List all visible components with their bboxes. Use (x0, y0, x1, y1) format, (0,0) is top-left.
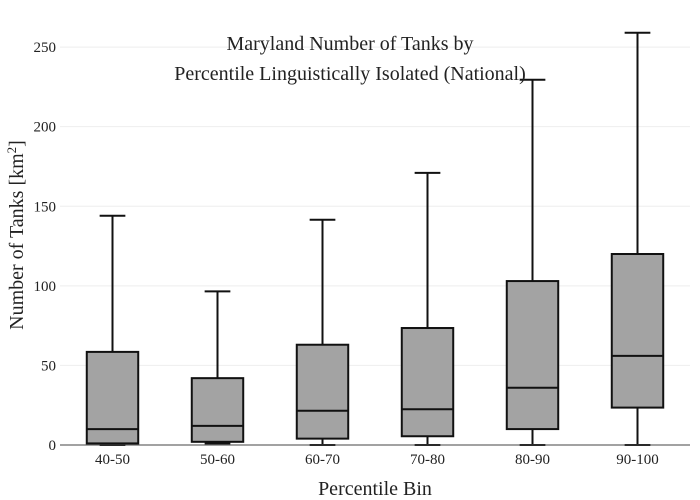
box-70-80 (400, 171, 455, 446)
iqr-box (610, 253, 665, 409)
x-tick-label: 60-70 (305, 452, 340, 468)
box-50-60 (190, 290, 245, 445)
iqr-box (295, 343, 350, 440)
iqr-box (505, 280, 560, 431)
y-tick-label: 50 (41, 358, 56, 374)
iqr-box (190, 377, 245, 443)
y-axis-ticks: 0 50 100 150 200 250 (34, 40, 57, 454)
y-tick-label: 200 (34, 120, 57, 136)
box-40-50 (85, 214, 140, 446)
x-tick-label: 40-50 (95, 452, 130, 468)
y-axis-title-superscript: 2 (4, 147, 19, 154)
box-80-90 (505, 78, 560, 446)
y-axis-title-main: Number of Tanks [km (6, 153, 28, 330)
y-axis-title-end: ] (6, 140, 28, 147)
gridlines (60, 46, 690, 366)
box-90-100 (610, 31, 665, 446)
iqr-box (400, 327, 455, 438)
x-tick-label: 90-100 (616, 452, 659, 468)
y-tick-label: 250 (34, 40, 57, 56)
x-axis-title: Percentile Bin (318, 478, 432, 500)
y-tick-label: 100 (34, 279, 57, 295)
box-60-70 (295, 218, 350, 446)
x-tick-label: 70-80 (410, 452, 445, 468)
y-axis-title: Number of Tanks [km2] (4, 140, 28, 330)
box-series (85, 31, 665, 446)
x-tick-label: 50-60 (200, 452, 235, 468)
x-tick-label: 80-90 (515, 452, 550, 468)
x-axis-ticks: 40-50 50-60 60-70 70-80 80-90 90-100 (95, 452, 659, 468)
y-tick-label: 150 (34, 199, 57, 215)
chart-title-line-1: Maryland Number of Tanks by (226, 33, 473, 55)
y-tick-label: 0 (49, 438, 57, 454)
chart-title-line-2: Percentile Linguistically Isolated (Nati… (174, 63, 526, 85)
